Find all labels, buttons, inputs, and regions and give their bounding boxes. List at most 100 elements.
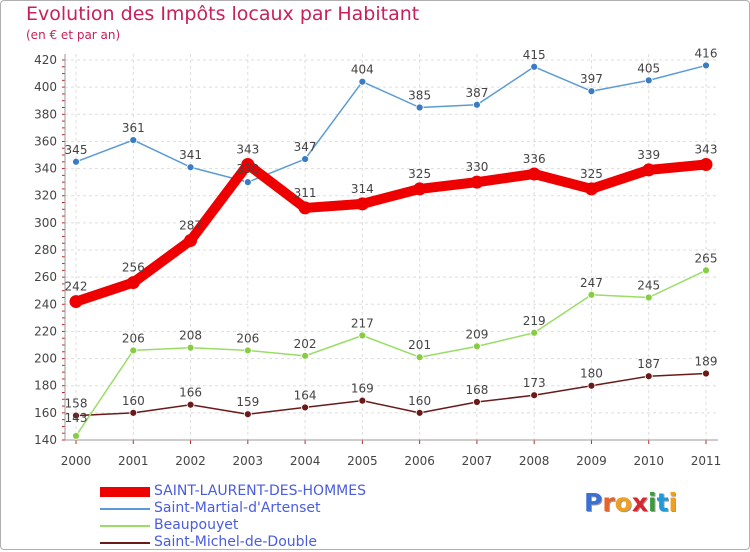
data-label: 242	[65, 280, 88, 294]
data-label: 180	[580, 367, 603, 381]
data-point	[186, 343, 195, 352]
data-point	[413, 182, 427, 196]
legend-item: Beaupouyet	[100, 517, 430, 535]
data-point	[301, 155, 309, 163]
data-point	[415, 408, 424, 417]
data-point	[72, 411, 80, 420]
data-point	[644, 293, 653, 302]
data-label: 219	[523, 314, 546, 328]
data-label: 343	[695, 143, 718, 157]
legend-item: SAINT-LAURENT-DES-HOMMES	[100, 483, 430, 501]
data-label: 339	[637, 148, 660, 162]
y-tick-label: 400	[34, 80, 57, 94]
data-point	[186, 163, 195, 172]
data-point	[129, 346, 138, 355]
y-tick-label: 160	[34, 406, 57, 420]
data-label: 208	[179, 329, 202, 343]
data-point	[358, 77, 367, 86]
legend-label: Beaupouyet	[154, 517, 239, 533]
data-label: 159	[236, 395, 259, 409]
data-label: 160	[122, 394, 145, 408]
x-tick-label: 2008	[519, 454, 550, 468]
data-label: 314	[351, 182, 374, 196]
data-label: 336	[523, 152, 546, 166]
data-label: 169	[351, 382, 374, 396]
legend-label: SAINT-LAURENT-DES-HOMMES	[154, 483, 366, 499]
logo-letter: i	[668, 488, 678, 517]
series-line	[75, 269, 707, 437]
data-label: 168	[465, 383, 488, 397]
legend-label: Saint-Michel-de-Double	[154, 534, 318, 550]
y-tick-label: 420	[34, 53, 57, 67]
data-label: 164	[294, 388, 317, 402]
x-tick-label: 2001	[118, 454, 149, 468]
data-label: 330	[465, 160, 488, 174]
data-label: 160	[408, 394, 431, 408]
data-label: 189	[695, 355, 718, 369]
line-chart: 140 160 180 200 220 240 260 280 300 320 340 360 380 4…	[34, 46, 722, 468]
data-point	[473, 398, 481, 406]
data-point	[530, 328, 539, 337]
data-point	[243, 346, 252, 355]
y-tick-label: 200	[34, 352, 57, 366]
y-tick-label: 280	[34, 243, 57, 257]
data-point	[241, 158, 255, 171]
y-tick-label: 300	[34, 216, 57, 230]
data-label: 217	[351, 317, 374, 331]
data-label: 345	[65, 143, 88, 157]
data-point	[72, 157, 80, 166]
legend-swatch	[100, 508, 150, 510]
data-point	[642, 163, 656, 177]
data-point	[186, 400, 195, 409]
data-label: 343	[236, 143, 259, 157]
data-label: 405	[637, 61, 660, 75]
data-label: 347	[294, 140, 317, 154]
data-point	[587, 381, 596, 390]
y-tick-label: 220	[34, 324, 57, 338]
data-label: 416	[695, 46, 718, 60]
data-point	[530, 62, 539, 71]
data-label: 209	[465, 327, 488, 341]
x-tick-label: 2009	[576, 454, 607, 468]
data-point	[530, 391, 539, 400]
data-label: 143	[65, 411, 88, 425]
x-tick-label: 2006	[404, 454, 435, 468]
logo-letter: o	[614, 488, 632, 517]
plot-area	[65, 54, 718, 440]
data-point	[587, 87, 596, 96]
data-point	[358, 396, 367, 405]
data-point	[243, 178, 252, 187]
data-point	[184, 234, 198, 247]
data-point	[301, 403, 309, 412]
chart-title: Evolution des Impôts locaux par Habitant	[26, 3, 420, 25]
y-tick-label: 140	[34, 433, 57, 447]
data-point	[699, 158, 713, 171]
logo-letter: x	[631, 488, 648, 517]
proxiti-logo: Proxiti	[584, 488, 677, 517]
x-tick-label: 2000	[61, 454, 92, 468]
series-line	[75, 372, 707, 417]
data-point	[129, 408, 138, 417]
data-point	[358, 331, 367, 340]
data-label: 397	[580, 72, 603, 86]
data-point	[584, 182, 598, 196]
data-point	[69, 295, 83, 309]
data-label: 341	[179, 148, 202, 162]
data-point	[243, 410, 252, 419]
chart-legend: SAINT-LAURENT-DES-HOMMES Saint-Martial-d'…	[100, 483, 430, 552]
data-label: 265	[695, 251, 718, 265]
data-label: 330	[236, 162, 259, 176]
data-point	[470, 175, 484, 189]
data-label: 325	[408, 167, 431, 181]
x-tick-label: 2011	[691, 454, 722, 468]
data-point	[72, 432, 80, 440]
x-tick-label: 2003	[233, 454, 264, 468]
data-point	[415, 353, 424, 362]
data-label: 206	[122, 331, 145, 345]
data-label: 311	[294, 186, 317, 200]
data-label: 404	[351, 63, 374, 77]
data-point	[129, 136, 138, 144]
data-label: 325	[580, 167, 603, 181]
legend-label: Saint-Martial-d'Artenset	[154, 500, 321, 516]
data-label: 202	[294, 337, 317, 351]
